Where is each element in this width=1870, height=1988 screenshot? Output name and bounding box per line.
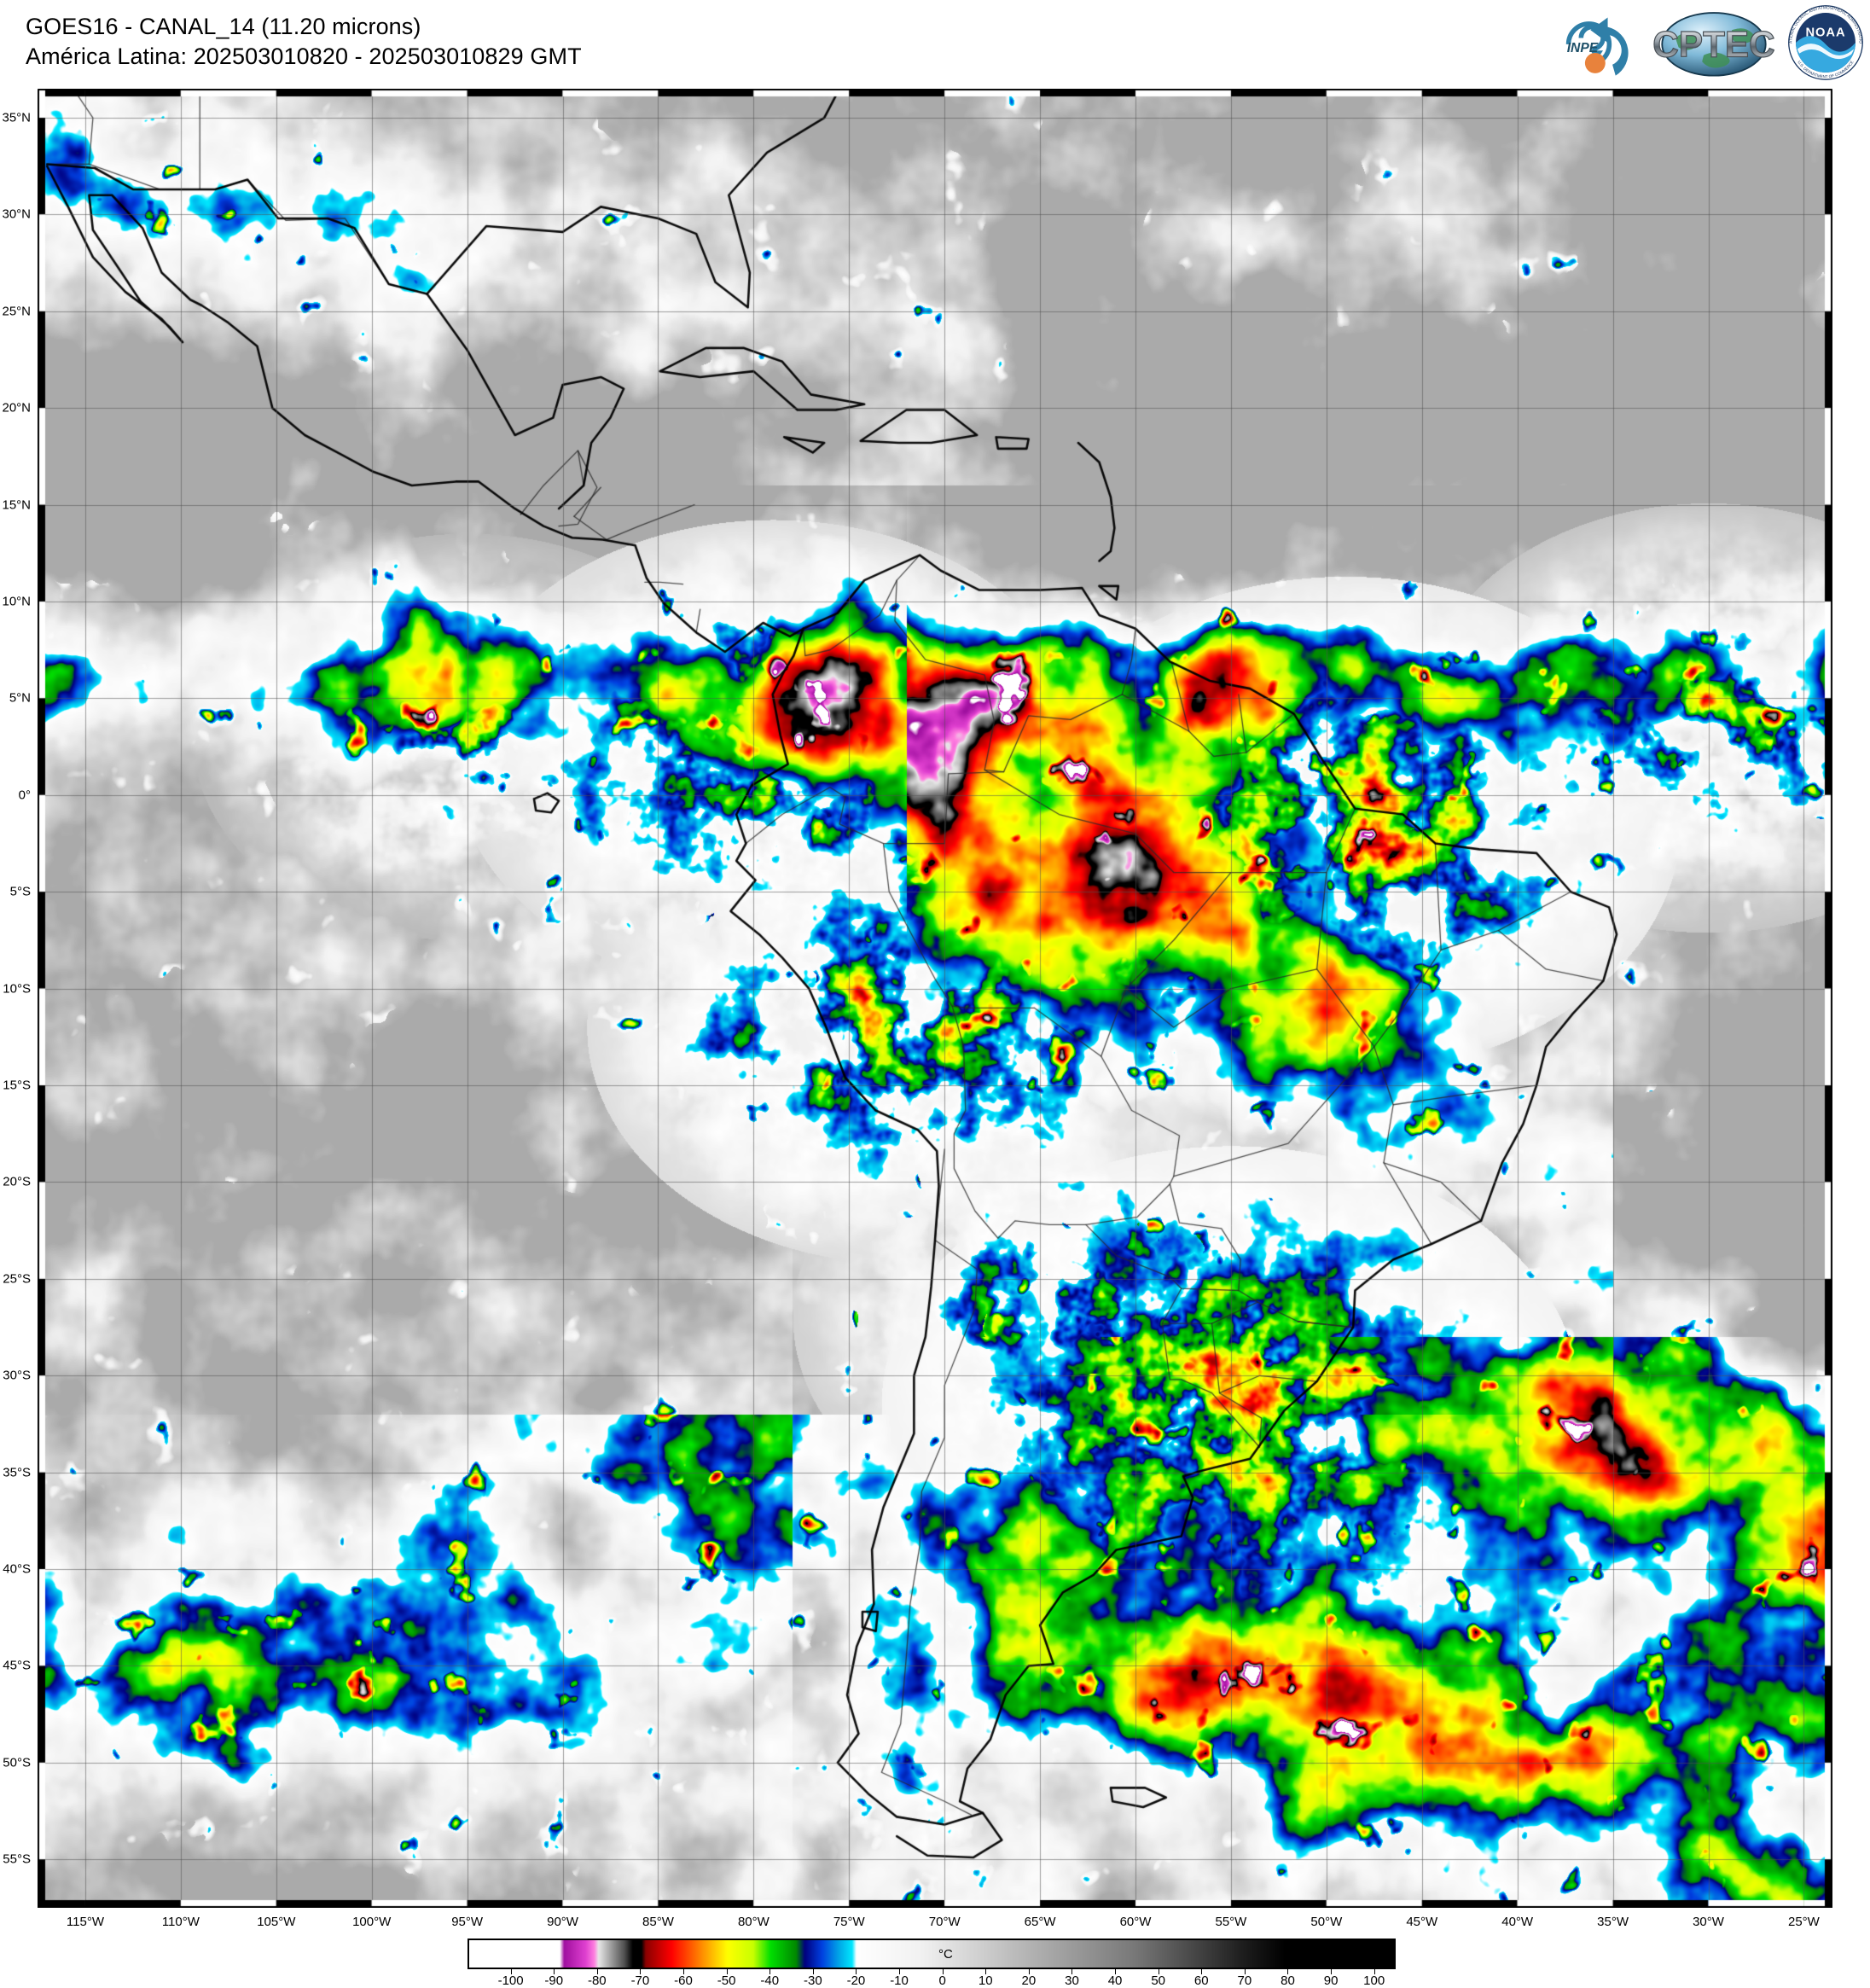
longitude-tick-label: 75°W [833, 1915, 865, 1929]
colorbar-tick-label: -80 [587, 1973, 607, 1988]
longitude-tick-label: 40°W [1501, 1915, 1534, 1929]
latitude-tick-label: 50°S [3, 1755, 31, 1770]
colorbar-tickmark [942, 1969, 944, 1974]
colorbar-tick-label: -90 [544, 1973, 564, 1988]
longitude-tick-label: 55°W [1215, 1915, 1247, 1929]
latitude-tick-label: 35°S [3, 1465, 31, 1480]
latitude-tick-label: 5°N [9, 690, 31, 706]
longitude-tick-label: 90°W [547, 1915, 578, 1929]
colorbar-tick-label: 20 [1021, 1973, 1037, 1988]
latitude-tick-label: 10°N [2, 594, 31, 609]
latitude-tick-label: 5°S [9, 884, 31, 899]
latitude-tick-label: 15°N [2, 497, 31, 513]
colorbar-tickmark [812, 1969, 814, 1974]
longitude-tick-label: 85°W [642, 1915, 674, 1929]
colorbar-tick-label: -100 [497, 1973, 524, 1988]
longitude-tick-label: 115°W [66, 1915, 104, 1929]
logo-bar: INPE [1546, 2, 1865, 84]
latitude-tick-label: 0° [18, 788, 31, 803]
colorbar-unit-label: °C [938, 1947, 953, 1962]
title-block: GOES16 - CANAL_14 (11.20 microns) Améric… [26, 12, 582, 72]
colorbar-tickmark [985, 1969, 987, 1974]
colorbar-tickmark [554, 1969, 555, 1974]
colorbar-tickmark [1244, 1969, 1246, 1974]
longitude-tick-label: 60°W [1119, 1915, 1152, 1929]
product-subtitle: América Latina: 202503010820 - 202503010… [26, 44, 582, 70]
svg-text:CPTEC: CPTEC [1653, 25, 1774, 65]
product-title: GOES16 - CANAL_14 (11.20 microns) [26, 14, 421, 39]
colorbar-tick-label: -30 [803, 1973, 822, 1988]
longitude-tick-label: 80°W [737, 1915, 769, 1929]
colorbar-tickmark [640, 1969, 642, 1974]
colorbar-tick-label: 30 [1065, 1973, 1079, 1988]
colorbar-tickmark [726, 1969, 728, 1974]
colorbar-tickmark [1071, 1969, 1073, 1974]
colorbar-gradient [468, 1939, 1396, 1969]
colorbar-tickmark [596, 1969, 598, 1974]
colorbar-tick-label: 90 [1323, 1973, 1339, 1988]
longitude-tick-label: 105°W [257, 1915, 296, 1929]
latitude-tick-label: 55°S [3, 1851, 31, 1867]
colorbar-tickmark [683, 1969, 685, 1974]
colorbar-tickmark [510, 1969, 512, 1974]
colorbar-tick-label: 0 [938, 1973, 946, 1988]
colorbar-tick-label: -70 [630, 1973, 650, 1988]
latitude-tick-label: 25°N [2, 304, 31, 319]
longitude-tick-label: 50°W [1310, 1915, 1343, 1929]
colorbar-tick-label: 70 [1237, 1973, 1252, 1988]
latitude-tick-label: 45°S [3, 1658, 31, 1673]
colorbar-tick-label: 60 [1193, 1973, 1209, 1988]
latitude-tick-label: 30°S [3, 1368, 31, 1383]
colorbar-tick-label: 80 [1281, 1973, 1295, 1988]
colorbar-tick-label: -60 [674, 1973, 693, 1988]
colorbar-tickmark [1028, 1969, 1030, 1974]
svg-text:NOAA: NOAA [1805, 26, 1845, 40]
latitude-tick-label: 20°N [2, 400, 31, 416]
colorbar-tickmark [1331, 1969, 1333, 1974]
longitude-tick-label: 70°W [928, 1915, 961, 1929]
svg-text:INPE: INPE [1567, 41, 1599, 55]
colorbar-tick-label: 50 [1151, 1973, 1166, 1988]
longitude-tick-label: 110°W [161, 1915, 200, 1929]
cptec-logo: CPTEC [1653, 12, 1774, 77]
inpe-logo: INPE [1565, 17, 1629, 76]
latitude-tick-label: 35°N [2, 110, 31, 125]
latitude-tick-label: 10°S [3, 981, 31, 997]
colorbar-tick-label: -50 [717, 1973, 736, 1988]
satellite-image-canvas[interactable] [38, 89, 1832, 1908]
colorbar-tick-label: 10 [978, 1973, 993, 1988]
noaa-logo: NOAA NATIONAL OCEANIC AND ATMOSPHERIC AD… [1786, 3, 1864, 81]
colorbar-tick-label: -20 [846, 1973, 866, 1988]
colorbar-tick-label: -10 [890, 1973, 909, 1988]
colorbar-tickmark [769, 1969, 771, 1974]
colorbar-tick-label: 100 [1363, 1973, 1385, 1988]
longitude-tick-label: 65°W [1024, 1915, 1056, 1929]
colorbar-tick-label: 40 [1107, 1973, 1123, 1988]
longitude-tick-label: 35°W [1597, 1915, 1629, 1929]
colorbar-tick-label: -40 [760, 1973, 780, 1988]
longitude-tick-label: 95°W [451, 1915, 484, 1929]
header: GOES16 - CANAL_14 (11.20 microns) Améric… [0, 0, 1870, 89]
satellite-map[interactable] [38, 89, 1832, 1908]
colorbar-tickmark [1287, 1969, 1289, 1974]
latitude-tick-label: 25°S [3, 1271, 31, 1287]
latitude-tick-label: 30°N [2, 206, 31, 222]
latitude-tick-label: 20°S [3, 1174, 31, 1189]
latitude-tick-label: 40°S [3, 1561, 31, 1577]
longitude-tick-label: 25°W [1788, 1915, 1820, 1929]
latitude-tick-label: 15°S [3, 1078, 31, 1093]
colorbar-tickmark [1201, 1969, 1203, 1974]
longitude-tick-label: 100°W [352, 1915, 392, 1929]
longitude-tick-label: 30°W [1693, 1915, 1724, 1929]
colorbar-tickmark [1115, 1969, 1117, 1974]
colorbar-tickmark [856, 1969, 857, 1974]
temperature-colorbar [468, 1939, 1396, 1969]
colorbar-tickmark [1373, 1969, 1375, 1974]
colorbar-tickmark [899, 1969, 901, 1974]
longitude-tick-label: 45°W [1406, 1915, 1438, 1929]
